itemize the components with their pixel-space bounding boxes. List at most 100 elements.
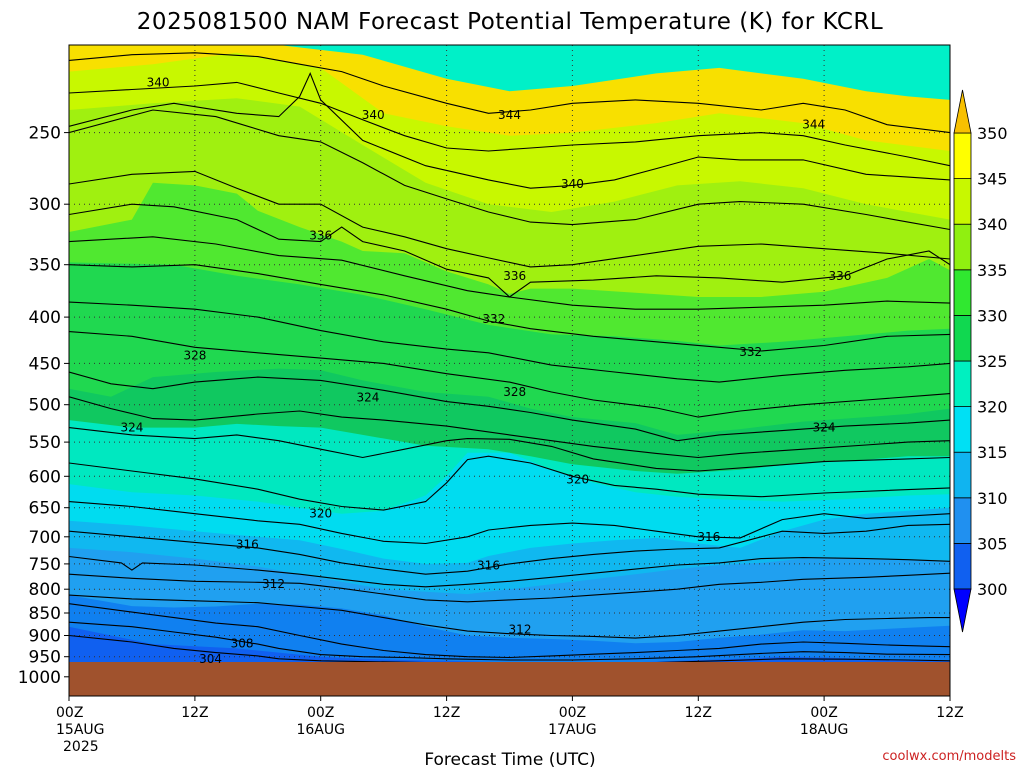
contour-label-328: 328 (503, 385, 526, 399)
colorbar-box-335 (953, 223, 972, 271)
y-tick-label-650: 650 (29, 499, 61, 519)
colorbar-label-315: 315 (977, 443, 1008, 462)
x-tick-label-84: 12Z (936, 705, 963, 721)
contour-348 (69, 52, 950, 134)
y-tick-label-850: 850 (29, 604, 61, 624)
colorbar-box-340 (953, 178, 972, 225)
contour-336 (69, 203, 950, 298)
contour-label-336: 336 (309, 229, 332, 243)
contour-label-344: 344 (498, 108, 521, 122)
contour-344 (69, 81, 950, 167)
y-tick-label-900: 900 (29, 627, 61, 647)
contour-label-312: 312 (509, 622, 532, 636)
x-tick-date-0: 15AUG (56, 722, 105, 738)
colorbar-legend: 300 305 310 315 320 325 330 335 340 345 350 (953, 89, 1008, 633)
contour-label-320: 320 (309, 507, 332, 521)
colorbar-extend-low (953, 588, 972, 633)
contour-label-332: 332 (482, 312, 505, 326)
credit-text: coolwx.com/modelts (882, 749, 1016, 764)
x-tick-label-36: 12Z (433, 705, 460, 721)
contour-330 (69, 301, 950, 383)
y-tick-label-600: 600 (29, 467, 61, 487)
contour-316 (69, 523, 950, 575)
contour-340 (69, 109, 950, 231)
chart-title: 2025081500 NAM Forecast Potential Temper… (137, 9, 883, 35)
contour-308 (69, 603, 950, 659)
pressure-axis: 250 300 350 400 450 500 550 600 650 700 750 800 850 9… (18, 124, 69, 688)
colorbar-box-300 (953, 543, 972, 590)
contour-label-308: 308 (231, 636, 254, 650)
colorbar-box-310 (953, 451, 972, 499)
y-tick-label-250: 250 (29, 124, 61, 144)
colorbar-extend-high (953, 89, 972, 134)
contour-338 (69, 170, 950, 268)
contour-320 (69, 455, 950, 511)
contour-332 (69, 264, 950, 352)
colorbar-label-335: 335 (977, 261, 1008, 280)
contour-label-304: 304 (199, 652, 222, 666)
colorbar-label-340: 340 (977, 215, 1008, 234)
x-tick-label-48: 00Z (559, 705, 586, 721)
y-tick-label-1000: 1000 (18, 668, 61, 688)
contour-label-328: 328 (183, 348, 206, 362)
contour-label-324: 324 (813, 421, 836, 435)
contour-label-316: 316 (697, 530, 720, 544)
contour-label-316: 316 (236, 538, 259, 552)
contour-322 (69, 427, 950, 472)
terrain-below-ground (69, 662, 950, 696)
contour-label-332: 332 (739, 345, 762, 359)
band-304 (69, 626, 950, 662)
y-tick-label-450: 450 (29, 354, 61, 374)
colorbar-label-330: 330 (977, 306, 1008, 325)
colorbar-box-305 (953, 497, 972, 544)
y-tick-label-800: 800 (29, 580, 61, 600)
colorbar-label-350: 350 (977, 124, 1008, 143)
colorbar-label-305: 305 (977, 534, 1008, 553)
y-tick-label-700: 700 (29, 528, 61, 548)
contour-334 (69, 236, 950, 310)
y-tick-label-500: 500 (29, 396, 61, 416)
x-tick-label-60: 12Z (685, 705, 712, 721)
contour-label-340: 340 (147, 75, 170, 89)
contour-326 (69, 371, 950, 442)
colorbar-label-345: 345 (977, 170, 1008, 189)
contour-312 (69, 572, 950, 603)
x-tick-year-0: 2025 (63, 739, 99, 755)
y-tick-label-750: 750 (29, 555, 61, 575)
contour-318 (69, 501, 950, 545)
colorbar-box-325 (953, 314, 972, 362)
x-tick-label-0: 00Z (56, 705, 83, 721)
contour-label-340: 340 (362, 108, 385, 122)
colorbar-label-300: 300 (977, 580, 1008, 599)
colorbar-box-345 (953, 132, 972, 179)
contour-label-312: 312 (262, 577, 285, 591)
contour-labels: 340 340 344 344 340 336 336 336 332 332 328 328 324 3… (120, 75, 851, 665)
band-308 (69, 595, 950, 662)
contour-label-324: 324 (356, 391, 379, 405)
contour-306 (69, 621, 950, 661)
x-tick-date-24: 16AUG (296, 722, 345, 738)
y-tick-label-300: 300 (29, 195, 61, 215)
isentrope-contours (69, 52, 950, 662)
colorbar-box-330 (953, 269, 972, 316)
x-tick-date-72: 18AUG (800, 722, 849, 738)
contour-310 (69, 594, 950, 639)
colorbar-label-320: 320 (977, 398, 1008, 417)
contour-304 (69, 634, 950, 662)
contour-label-316: 316 (477, 559, 500, 573)
plot-frame (68, 44, 951, 697)
x-tick-label-12: 12Z (181, 705, 208, 721)
colorbar-label-310: 310 (977, 489, 1008, 508)
dotted-grid (68, 45, 951, 678)
y-tick-label-550: 550 (29, 433, 61, 453)
x-tick-label-72: 00Z (810, 705, 837, 721)
contour-324 (69, 396, 950, 459)
colorbar-box-320 (953, 360, 972, 407)
contour-314 (69, 555, 950, 588)
contour-label-336: 336 (503, 269, 526, 283)
contour-label-340: 340 (561, 177, 584, 191)
contour-label-336: 336 (828, 269, 851, 283)
contour-328 (69, 331, 950, 418)
